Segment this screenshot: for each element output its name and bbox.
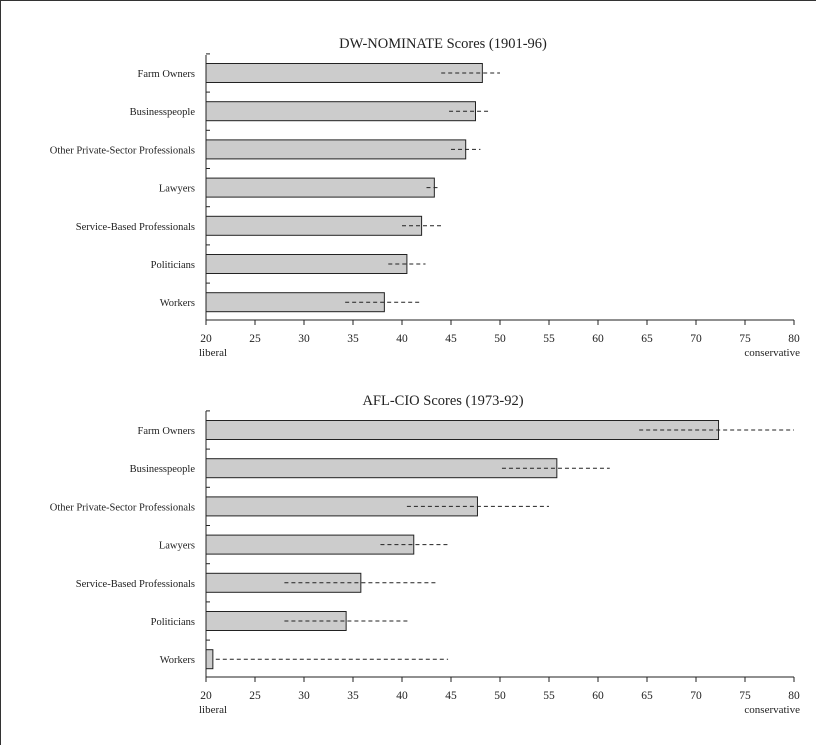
x-tick-label: 45 — [445, 690, 457, 702]
x-tick-label: 75 — [739, 333, 751, 345]
x-tick-label: 50 — [494, 333, 506, 345]
x-tick-label: 50 — [494, 690, 506, 702]
chart-2: AFL-CIO Scores (1973-92) 20 25 30 35 40 45 50 55… — [50, 393, 800, 716]
bar — [205, 63, 483, 83]
category-label: Politicians — [151, 260, 195, 271]
x-tick-label: 30 — [298, 690, 310, 702]
x-tick-label: 20 — [200, 333, 212, 345]
category-label: Workers — [160, 298, 195, 309]
category-label: Lawyers — [159, 184, 195, 195]
bar — [205, 254, 408, 274]
x-tick-label: 70 — [690, 690, 702, 702]
x-tick-label: 60 — [592, 333, 604, 345]
x-tick-label: 75 — [739, 690, 751, 702]
category-label: Service-Based Professionals — [76, 579, 195, 590]
x-tick-label: 65 — [641, 690, 653, 702]
category-label: Other Private-Sector Professionals — [50, 502, 195, 513]
bar — [205, 572, 362, 593]
chart-title: DW-NOMINATE Scores (1901-96) — [339, 36, 547, 52]
x-tick-label: 70 — [690, 333, 702, 345]
x-tick-label: 40 — [396, 333, 408, 345]
category-label: Businesspeople — [130, 107, 196, 118]
x-tick-label: 65 — [641, 333, 653, 345]
x-tick-label: 80 — [788, 333, 800, 345]
bar — [205, 611, 347, 631]
x-tick-label: 35 — [347, 333, 359, 345]
bar — [205, 139, 467, 160]
bar — [205, 215, 423, 236]
category-label: Service-Based Professionals — [76, 222, 195, 233]
x-axis-conservative-label: conservative — [744, 704, 800, 716]
x-tick-label: 55 — [543, 333, 555, 345]
x-axis-conservative-label: conservative — [744, 347, 800, 359]
x-axis-liberal-label: liberal — [199, 347, 227, 359]
x-tick-label: 30 — [298, 333, 310, 345]
x-tick-label: 35 — [347, 690, 359, 702]
bar — [205, 458, 558, 479]
x-tick-label: 60 — [592, 690, 604, 702]
chart-1: DW-NOMINATE Scores (1901-96) 20 25 30 35 40 45… — [50, 36, 800, 359]
category-label: Workers — [160, 655, 195, 666]
category-label: Other Private-Sector Professionals — [50, 145, 195, 156]
category-label: Lawyers — [159, 541, 195, 552]
bar — [205, 649, 214, 670]
x-tick-label: 40 — [396, 690, 408, 702]
category-label: Farm Owners — [138, 69, 195, 80]
x-tick-label: 20 — [200, 690, 212, 702]
x-tick-label: 25 — [249, 690, 261, 702]
x-tick-label: 25 — [249, 333, 261, 345]
bar — [205, 101, 476, 122]
bar — [205, 177, 435, 198]
x-tick-label: 80 — [788, 690, 800, 702]
x-tick-label: 55 — [543, 690, 555, 702]
bar — [205, 534, 415, 555]
bar — [205, 292, 385, 313]
chart-title: AFL-CIO Scores (1973-92) — [362, 393, 523, 409]
category-label: Farm Owners — [138, 426, 195, 437]
x-tick-label: 45 — [445, 333, 457, 345]
category-label: Businesspeople — [130, 464, 196, 475]
category-label: Politicians — [151, 617, 195, 628]
x-axis-liberal-label: liberal — [199, 704, 227, 716]
